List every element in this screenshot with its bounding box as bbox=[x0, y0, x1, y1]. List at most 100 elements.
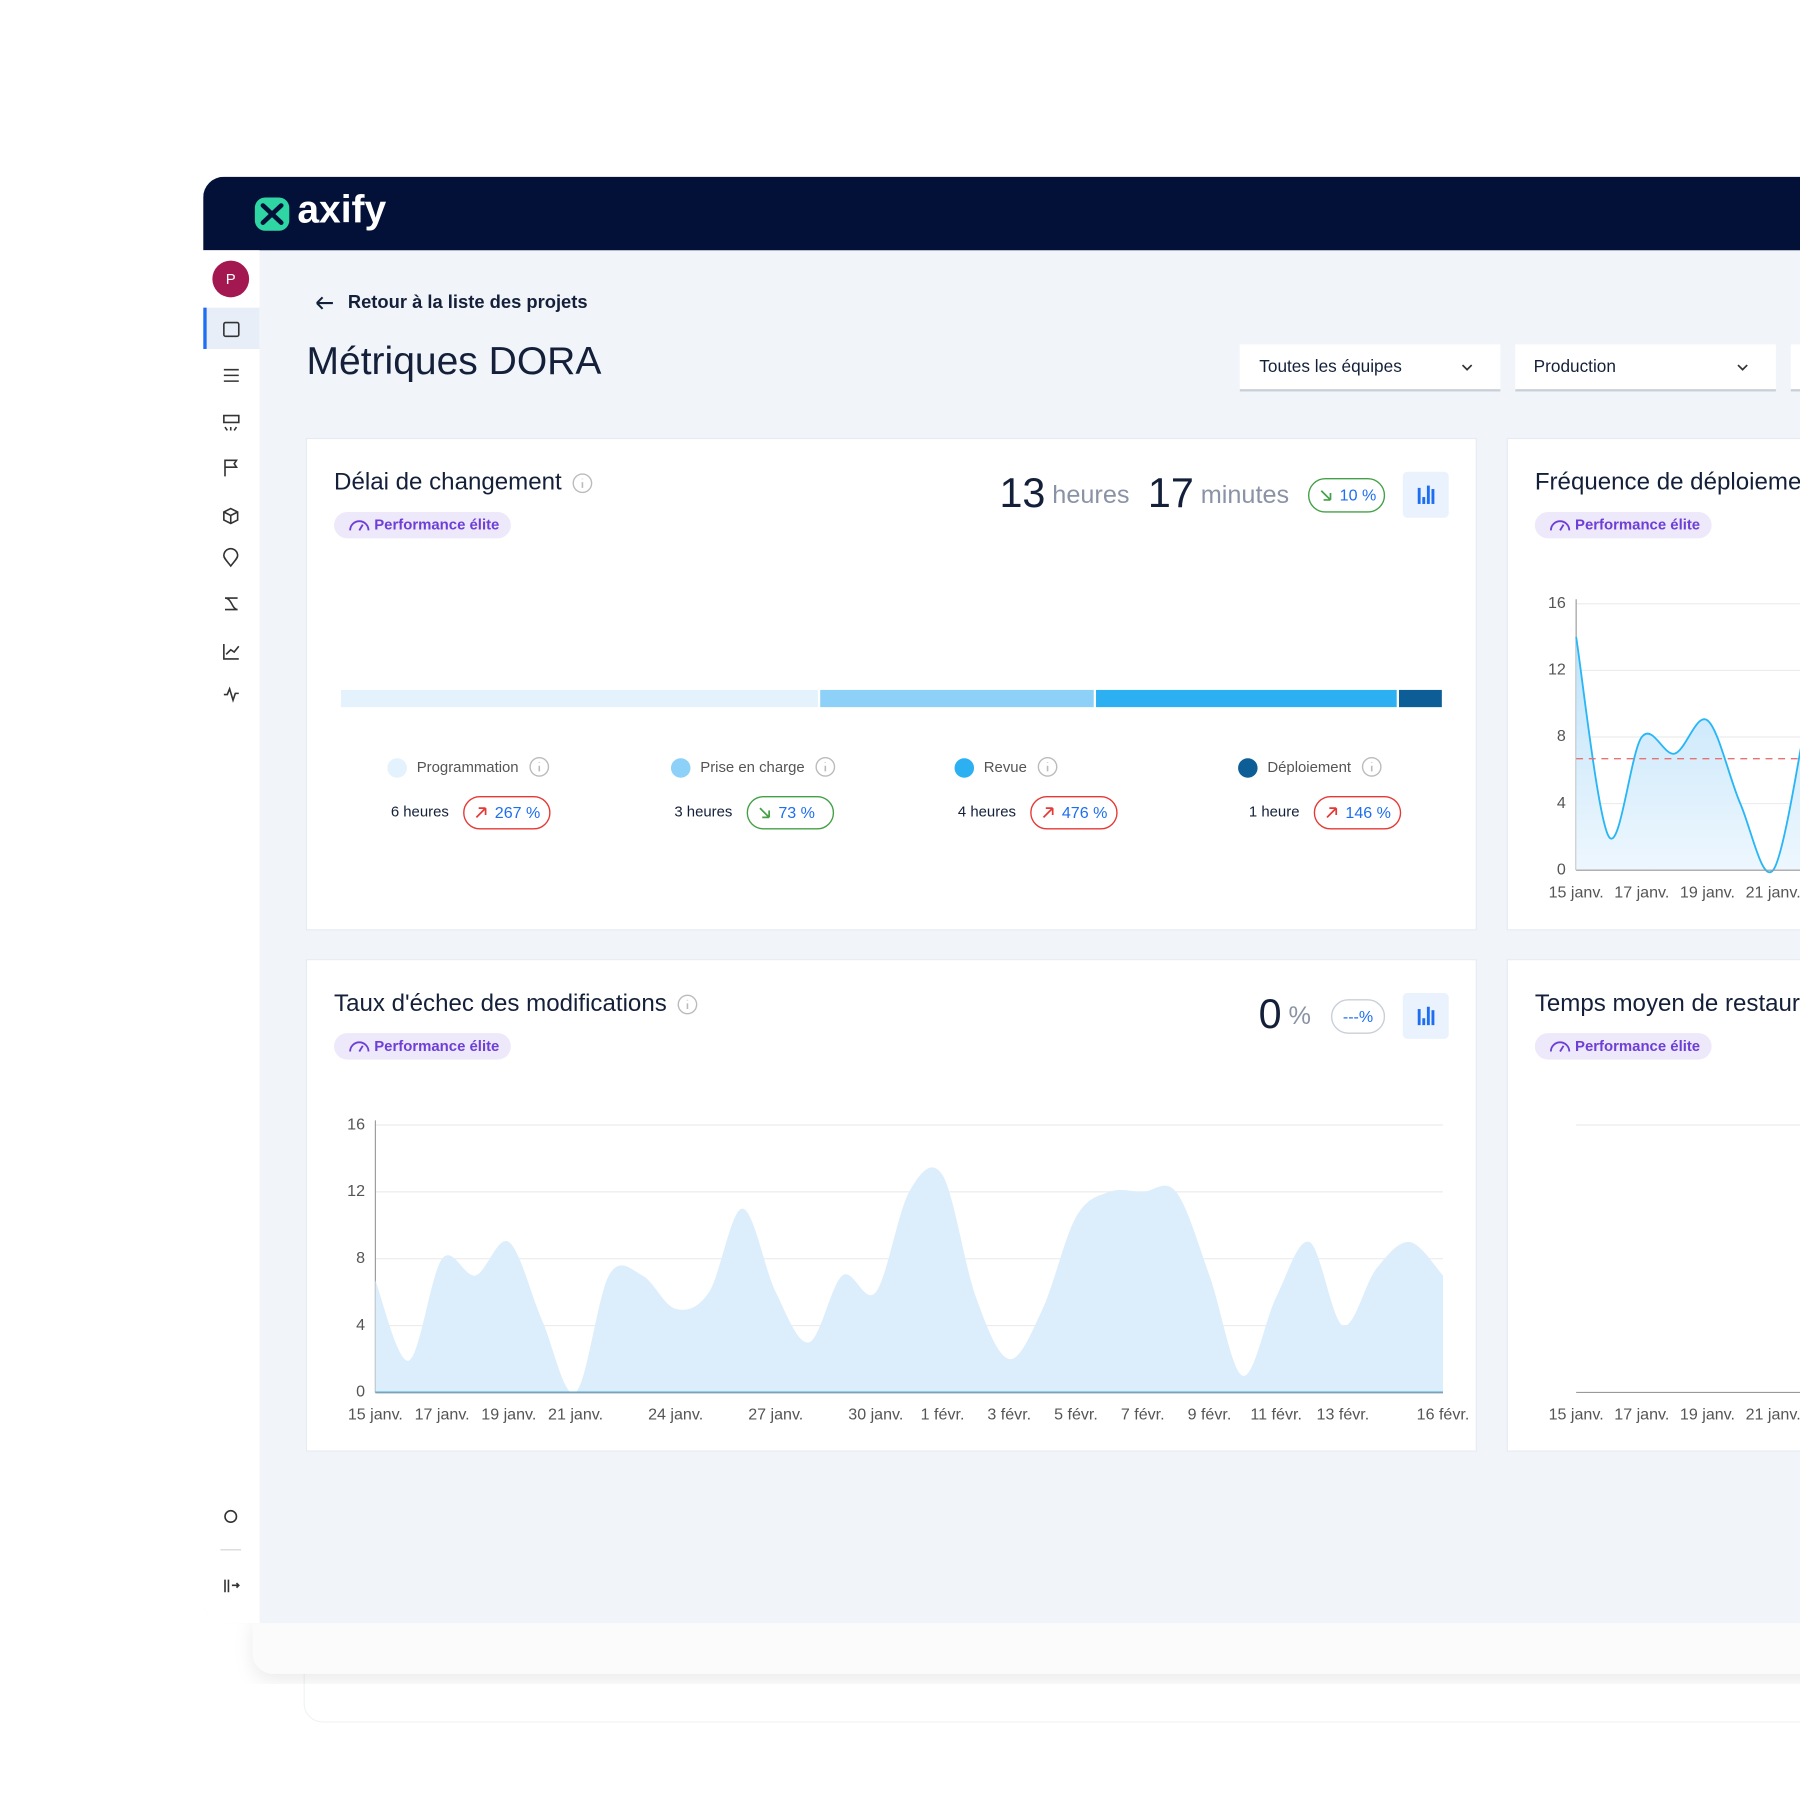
x-tick-label: 15 janv. bbox=[348, 1406, 403, 1424]
x-tick-label: 9 févr. bbox=[1188, 1406, 1232, 1424]
info-icon[interactable] bbox=[572, 473, 593, 494]
card-title: Délai de changement bbox=[334, 469, 562, 496]
badge-label: Performance élite bbox=[374, 1038, 499, 1055]
filter[interactable] bbox=[1790, 344, 1800, 392]
avatar[interactable] bbox=[212, 260, 250, 298]
y-tick-label: 0 bbox=[1557, 860, 1566, 878]
bar-segment bbox=[340, 689, 818, 708]
trend-label: ---% bbox=[1343, 1008, 1373, 1026]
brand: axify bbox=[297, 189, 386, 232]
nav-icon[interactable] bbox=[223, 547, 239, 568]
bar-segment bbox=[1398, 689, 1442, 708]
nav-icon[interactable] bbox=[223, 507, 239, 525]
area bbox=[375, 1167, 1443, 1394]
badge bbox=[334, 1033, 511, 1060]
legend-label: Programmation bbox=[417, 759, 519, 776]
trend-arrow bbox=[1042, 807, 1054, 818]
chart-toggle-bar bbox=[1417, 1009, 1421, 1026]
chart-toggle-bar bbox=[1426, 1006, 1430, 1026]
trend-pill bbox=[1030, 795, 1118, 830]
headline-unit: heures bbox=[1052, 481, 1129, 509]
trend-label: 476 % bbox=[1062, 804, 1108, 822]
y-tick-label: 8 bbox=[1557, 727, 1566, 745]
trend-pill bbox=[1330, 999, 1386, 1034]
area bbox=[1576, 637, 1800, 873]
sidebar bbox=[203, 250, 260, 1624]
filter-label: Production bbox=[1534, 356, 1616, 376]
trend-label: 73 % bbox=[778, 804, 815, 822]
trend-pill bbox=[1307, 478, 1386, 513]
chart-toggle[interactable] bbox=[1402, 471, 1449, 518]
x-tick-label: 13 févr. bbox=[1317, 1406, 1370, 1424]
collapse-icon[interactable] bbox=[224, 1579, 240, 1593]
filter[interactable]: Production bbox=[1515, 344, 1776, 392]
x-tick-label: 30 janv. bbox=[848, 1406, 903, 1424]
x-tick-label: 24 janv. bbox=[648, 1406, 703, 1424]
chart-toggle-bar bbox=[1422, 497, 1426, 504]
trend-arrow bbox=[1326, 807, 1338, 818]
chart-toggle[interactable] bbox=[1402, 992, 1449, 1039]
back-link[interactable]: Retour à la liste des projets bbox=[348, 291, 588, 312]
y-tick-label: 16 bbox=[1548, 594, 1566, 612]
chart-toggle-bg bbox=[1402, 992, 1449, 1039]
y-tick-label: 0 bbox=[356, 1383, 365, 1401]
x-tick-label: 16 févr. bbox=[1417, 1406, 1470, 1424]
x-tick-label: 17 janv. bbox=[1614, 883, 1669, 901]
chart-toggle-bg bbox=[1402, 471, 1449, 518]
nav-icon[interactable] bbox=[223, 368, 239, 382]
trend-label: 267 % bbox=[495, 804, 541, 822]
headline-value: 17 bbox=[1148, 470, 1194, 516]
badge-label: Performance élite bbox=[374, 517, 499, 534]
info-icon[interactable] bbox=[1037, 756, 1058, 777]
app-window: axify P Retour à la liste des projets Mé… bbox=[203, 176, 1800, 1624]
x-tick-label: 21 janv. bbox=[548, 1406, 603, 1424]
trend-pill bbox=[746, 795, 835, 830]
info-icon[interactable] bbox=[815, 756, 836, 777]
nav-icon[interactable] bbox=[223, 686, 239, 703]
headline: 0% bbox=[1259, 991, 1311, 1037]
segment-value: 6 heures bbox=[391, 804, 449, 821]
badge bbox=[334, 511, 511, 539]
chart-toggle-bar bbox=[1417, 487, 1421, 504]
badge bbox=[1534, 1033, 1712, 1060]
y-tick-label: 8 bbox=[356, 1249, 365, 1267]
x-tick-label: 1 févr. bbox=[921, 1406, 965, 1424]
y-tick-label: 4 bbox=[1557, 794, 1566, 812]
x-tick-label: 7 févr. bbox=[1121, 1406, 1165, 1424]
y-tick-label: 4 bbox=[356, 1316, 365, 1334]
nav-icon[interactable] bbox=[223, 321, 240, 338]
x-tick-label: 19 janv. bbox=[1680, 1406, 1735, 1424]
legend-dot bbox=[670, 758, 691, 778]
x-tick-label: 11 févr. bbox=[1250, 1406, 1301, 1424]
x-tick-label: 21 janv. bbox=[1746, 883, 1800, 901]
filter[interactable]: Toutes les équipes bbox=[1239, 344, 1501, 392]
info-icon[interactable] bbox=[677, 994, 698, 1015]
trend-arrow bbox=[475, 807, 487, 818]
info-icon[interactable] bbox=[529, 756, 550, 777]
card-title: Taux d'échec des modifications bbox=[334, 990, 667, 1017]
headline: 13 heures 17 minutes bbox=[999, 470, 1289, 516]
settings-icon[interactable] bbox=[224, 1509, 238, 1523]
card-title: Fréquence de déploiement bbox=[1535, 469, 1800, 496]
badge-label: Performance élite bbox=[1575, 1038, 1700, 1055]
headline-unit: minutes bbox=[1201, 481, 1289, 509]
bar-segment bbox=[820, 689, 1094, 708]
nav-icon[interactable] bbox=[224, 597, 238, 611]
info-icon[interactable] bbox=[1361, 756, 1382, 777]
info-circle bbox=[1037, 756, 1058, 777]
x-tick-label: 3 févr. bbox=[987, 1406, 1031, 1424]
back-frame bbox=[252, 1607, 1800, 1674]
nav-icon[interactable] bbox=[223, 414, 240, 431]
nav-icon[interactable] bbox=[224, 459, 238, 477]
nav-icon[interactable] bbox=[223, 644, 240, 660]
badge-icon bbox=[1549, 520, 1571, 531]
segment-value: 4 heures bbox=[958, 804, 1016, 821]
headline-value: 13 bbox=[999, 470, 1045, 516]
x-tick-label: 15 janv. bbox=[1549, 1406, 1604, 1424]
back-arrow[interactable] bbox=[316, 296, 333, 310]
top-bar bbox=[203, 176, 1800, 251]
info-circle bbox=[1361, 756, 1382, 777]
x-tick-label: 17 janv. bbox=[1614, 1406, 1669, 1424]
info-circle bbox=[815, 756, 836, 777]
